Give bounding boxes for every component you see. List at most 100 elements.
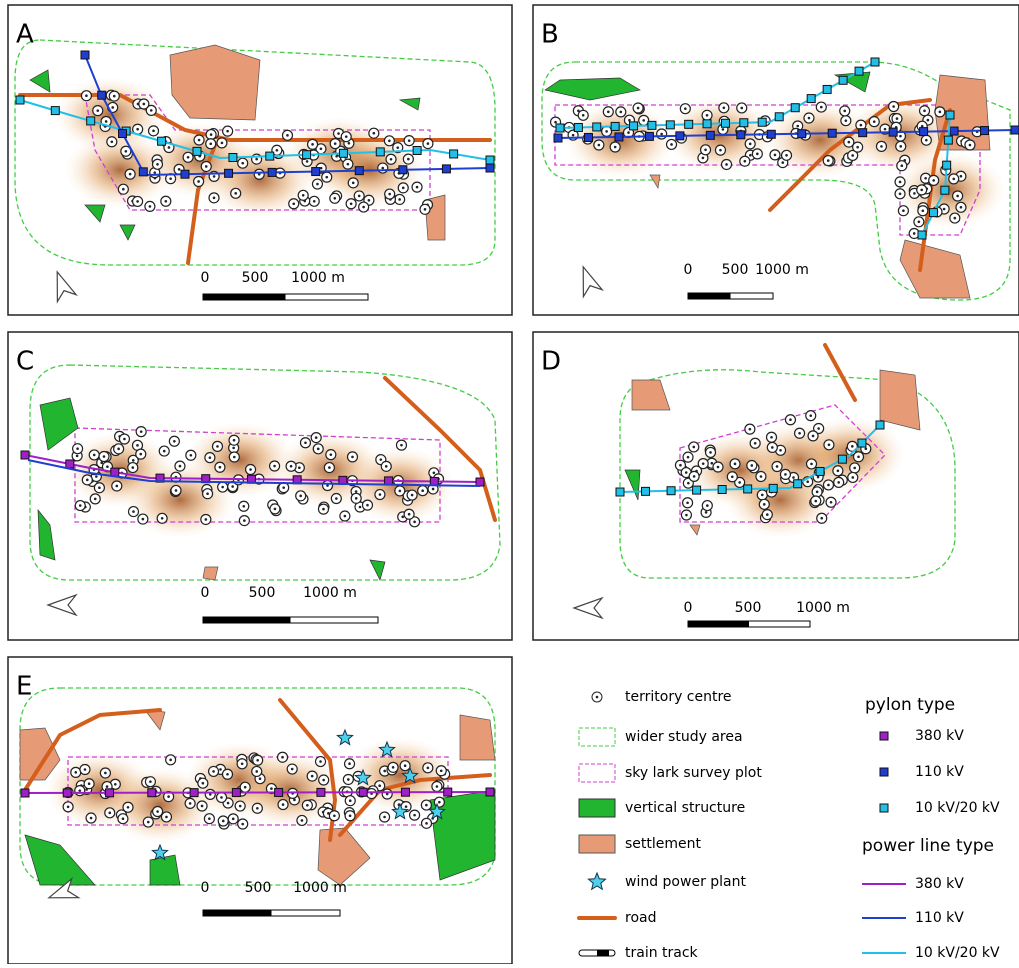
territory-dot <box>351 181 355 185</box>
territory-dot <box>216 445 219 448</box>
pylon <box>739 118 749 128</box>
pylon <box>854 66 864 76</box>
pylon <box>311 167 321 177</box>
territory-dot <box>913 192 916 195</box>
territory-dot <box>177 168 181 171</box>
pylon <box>485 787 495 797</box>
pylon <box>610 121 620 131</box>
territory-dot <box>326 484 329 487</box>
territory-dot <box>431 487 435 491</box>
territory-dot <box>115 484 119 488</box>
territory-dot <box>810 462 813 466</box>
territory-dot <box>968 143 972 147</box>
territory-dot <box>687 481 690 485</box>
territory-dot <box>354 490 358 493</box>
scale-bar <box>203 910 272 916</box>
territory-dot <box>131 459 135 462</box>
territory-dot <box>701 462 705 465</box>
settlement <box>459 714 496 761</box>
vertical-structure <box>429 789 496 881</box>
territory-dot <box>938 110 942 114</box>
territory-dot <box>78 504 82 507</box>
territory-dot <box>106 465 109 469</box>
settlement <box>631 379 671 411</box>
territory-dot <box>333 814 336 818</box>
territory-dot <box>404 805 408 808</box>
territory-dot <box>826 159 830 162</box>
territory-dot <box>378 784 381 788</box>
legend-symbol <box>578 727 616 747</box>
settlement <box>317 827 371 886</box>
territory-dot <box>817 427 820 430</box>
panel-frame <box>532 4 1019 316</box>
pylon <box>827 128 837 138</box>
territory-dot <box>912 232 916 235</box>
territory-dot <box>131 466 135 469</box>
territory-dot <box>407 139 411 142</box>
territory-dot <box>153 171 157 174</box>
territory-dot <box>273 464 276 468</box>
territory-dot <box>581 113 585 117</box>
territory-dot <box>827 443 831 447</box>
legend-label: territory centre <box>625 689 732 705</box>
territory-dot <box>209 133 213 136</box>
scale-label: 500 <box>249 585 276 601</box>
territory-dot <box>75 454 79 458</box>
territory-dot <box>111 106 114 109</box>
territory-dot <box>188 802 192 805</box>
territory-dot <box>164 199 168 203</box>
territory-dot <box>770 435 773 439</box>
territory-dot <box>186 155 190 159</box>
territory-dot <box>384 465 388 468</box>
territory-dot <box>232 446 235 450</box>
panel-label: C <box>16 347 34 377</box>
territory-dot <box>333 142 337 145</box>
territory-dot <box>923 109 926 113</box>
territory-dot <box>169 758 172 762</box>
density <box>105 767 215 843</box>
territory-dot <box>398 198 401 201</box>
wind-power-plant <box>391 802 409 820</box>
north-arrow <box>572 596 604 620</box>
territory-dot <box>104 771 107 775</box>
territory-dot <box>953 216 957 220</box>
territory-dot <box>189 453 193 457</box>
road <box>23 708 162 792</box>
territory-dot <box>829 500 833 504</box>
territory-dot <box>701 156 705 160</box>
territory-dot <box>93 497 97 501</box>
pylon <box>857 438 867 448</box>
territory-dot <box>952 177 956 181</box>
territory-dot <box>232 438 236 442</box>
territory-dot <box>619 110 623 114</box>
territory-dot <box>349 202 353 206</box>
territory-dot <box>220 796 223 799</box>
territory-dot <box>900 164 904 168</box>
territory-dot <box>898 180 902 184</box>
pylon <box>806 94 816 104</box>
territory-dot <box>282 486 285 489</box>
territory-dot <box>292 202 296 206</box>
territory-dot <box>738 481 741 484</box>
pylon <box>838 75 848 85</box>
pylon <box>475 477 485 487</box>
territory-dot <box>258 777 262 780</box>
pylon <box>888 127 898 137</box>
study-area <box>14 39 496 266</box>
territory-dot <box>895 117 899 120</box>
territory-dot <box>432 471 436 475</box>
territory-dot <box>231 485 234 488</box>
scale-label: 0 <box>201 880 210 896</box>
pylon <box>743 484 753 494</box>
territory-dot <box>425 803 428 807</box>
territory-dot <box>847 140 851 144</box>
territory-dot <box>87 782 91 786</box>
pylon <box>316 787 326 797</box>
vertical-structure <box>398 97 421 111</box>
pylon <box>917 230 927 240</box>
territory-dot <box>346 162 350 166</box>
territory-dot <box>435 785 439 788</box>
territory-dot <box>932 179 935 182</box>
territory-dot <box>613 145 617 149</box>
vertical-structure <box>544 77 641 101</box>
